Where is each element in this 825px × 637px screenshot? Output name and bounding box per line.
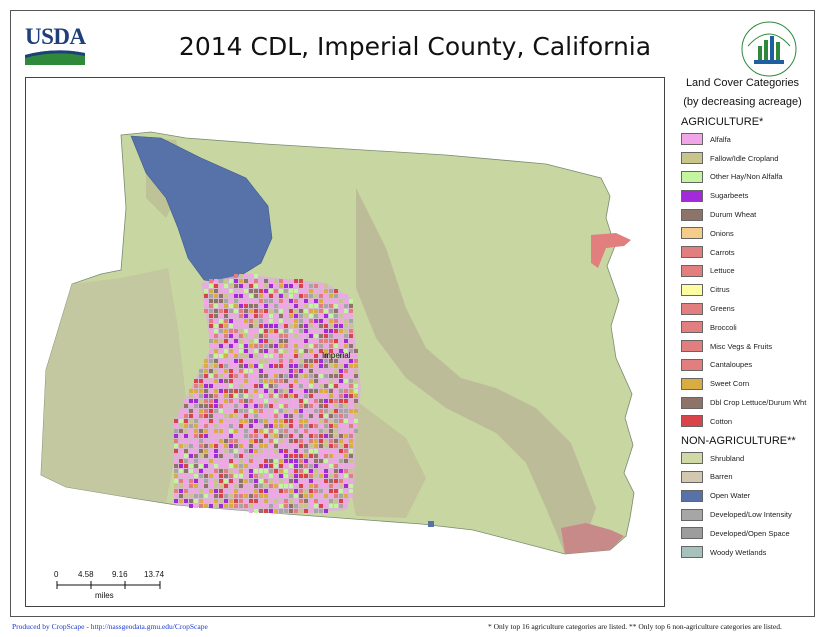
legend-swatch <box>681 227 703 240</box>
legend-label: Open Water <box>710 491 751 501</box>
legend-swatch <box>681 302 703 315</box>
legend-item-sweet-corn: Sweet Corn <box>675 374 810 393</box>
legend-swatch <box>681 283 703 296</box>
legend-label: Citrus <box>710 285 730 295</box>
legend-item-onions: Onions <box>675 224 810 243</box>
legend-swatch <box>681 546 703 559</box>
legend-item-fallow-idle-cropland: Fallow/Idle Cropland <box>675 149 810 168</box>
legend-label: Onions <box>710 228 734 238</box>
legend-swatch <box>681 396 703 409</box>
legend-swatch <box>681 189 703 202</box>
legend-item-barren: Barren <box>675 468 810 487</box>
legend-agriculture-heading: AGRICULTURE* <box>681 116 764 128</box>
legend-heading: Land Cover Categories <box>685 77 800 89</box>
legend-swatch <box>681 508 703 521</box>
legend-label: Durum Wheat <box>710 210 757 220</box>
legend-item-cantaloupes: Cantaloupes <box>675 356 810 375</box>
legend-swatch <box>681 208 703 221</box>
legend: Land Cover Categories (by decreasing acr… <box>675 74 810 562</box>
legend-item-developed-open-space: Developed/Open Space <box>675 524 810 543</box>
legend-swatch <box>681 415 703 428</box>
legend-item-durum-wheat: Durum Wheat <box>675 205 810 224</box>
usda-logo-text: USDA <box>25 24 86 49</box>
legend-nonagriculture-list: Shrubland Barren Open Water Developed/Low I… <box>675 449 810 562</box>
legend-item-broccoli: Broccoli <box>675 318 810 337</box>
legend-item-citrus: Citrus <box>675 280 810 299</box>
legend-item-woody-wetlands: Woody Wetlands <box>675 543 810 562</box>
legend-label: Dbl Crop Lettuce/Durum Wht <box>710 398 807 408</box>
legend-swatch <box>681 358 703 371</box>
scale-tick-2: 9.16 <box>112 570 128 579</box>
scale-bar: 0 4.58 9.16 13.74 miles <box>40 570 190 604</box>
legend-swatch <box>681 527 703 540</box>
scale-units: miles <box>95 591 114 600</box>
legend-item-misc-vegs-fruits: Misc Vegs & Fruits <box>675 337 810 356</box>
legend-agriculture-list: Alfalfa Fallow/Idle Cropland Other Hay/Non… <box>675 130 810 431</box>
legend-label: Developed/Low Intensity <box>710 510 792 520</box>
legend-label: Alfalfa <box>710 134 731 144</box>
map-title: 2014 CDL, Imperial County, California <box>178 32 652 61</box>
place-label-imperial: Imperial <box>322 351 351 360</box>
legend-label: Shrubland <box>710 453 745 463</box>
legend-item-sugarbeets: Sugarbeets <box>675 186 810 205</box>
legend-label: Cotton <box>710 416 733 426</box>
legend-item-dbl-crop-lettuce-durum-wht: Dbl Crop Lettuce/Durum Wht <box>675 393 810 412</box>
legend-swatch <box>681 340 703 353</box>
county-map: Imperial <box>40 131 635 555</box>
scale-tick-3: 13.74 <box>144 570 165 579</box>
legend-swatch <box>681 246 703 259</box>
legend-item-cotton: Cotton <box>675 412 810 431</box>
agriculture-counts-seal <box>741 21 797 77</box>
usda-logo: USDA <box>25 24 86 70</box>
legend-swatch <box>681 264 703 277</box>
legend-item-greens: Greens <box>675 299 810 318</box>
legend-label: Sweet Corn <box>710 379 750 389</box>
legend-label: Cantaloupes <box>710 360 753 370</box>
legend-label: Lettuce <box>710 266 735 276</box>
legend-label: Carrots <box>710 247 735 257</box>
legend-swatch <box>681 377 703 390</box>
legend-label: Other Hay/Non Alfalfa <box>710 172 783 182</box>
legend-label: Misc Vegs & Fruits <box>710 341 773 351</box>
legend-label: Developed/Open Space <box>710 528 790 538</box>
legend-swatch <box>681 470 703 483</box>
footnote: * Only top 16 agriculture categories are… <box>488 622 782 631</box>
legend-label: Barren <box>710 472 733 482</box>
legend-item-shrubland: Shrubland <box>675 449 810 468</box>
legend-swatch <box>681 321 703 334</box>
legend-item-other-hay-non-alfalfa: Other Hay/Non Alfalfa <box>675 168 810 187</box>
legend-swatch <box>681 452 703 465</box>
legend-item-lettuce: Lettuce <box>675 262 810 281</box>
credit-link[interactable]: Produced by CropScape - http://nassgeoda… <box>12 622 208 631</box>
legend-item-alfalfa: Alfalfa <box>675 130 810 149</box>
legend-label: Fallow/Idle Cropland <box>710 153 779 163</box>
legend-label: Greens <box>710 304 735 314</box>
legend-swatch <box>681 489 703 502</box>
legend-label: Broccoli <box>710 322 737 332</box>
legend-item-developed-low-intensity: Developed/Low Intensity <box>675 505 810 524</box>
legend-swatch <box>681 133 703 146</box>
legend-item-carrots: Carrots <box>675 243 810 262</box>
map-canvas[interactable]: Imperial <box>25 77 665 607</box>
legend-item-open-water: Open Water <box>675 486 810 505</box>
legend-label: Sugarbeets <box>710 191 749 201</box>
legend-label: Woody Wetlands <box>710 547 767 557</box>
legend-nonagriculture-heading: NON-AGRICULTURE** <box>681 434 796 447</box>
legend-subheading: (by decreasing acreage) <box>683 96 802 108</box>
legend-swatch <box>681 152 703 165</box>
scale-tick-0: 0 <box>54 570 59 579</box>
scale-tick-1: 4.58 <box>78 570 94 579</box>
scale-bar-line <box>56 581 161 589</box>
usda-swoosh-icon <box>25 50 85 65</box>
legend-swatch <box>681 170 703 183</box>
